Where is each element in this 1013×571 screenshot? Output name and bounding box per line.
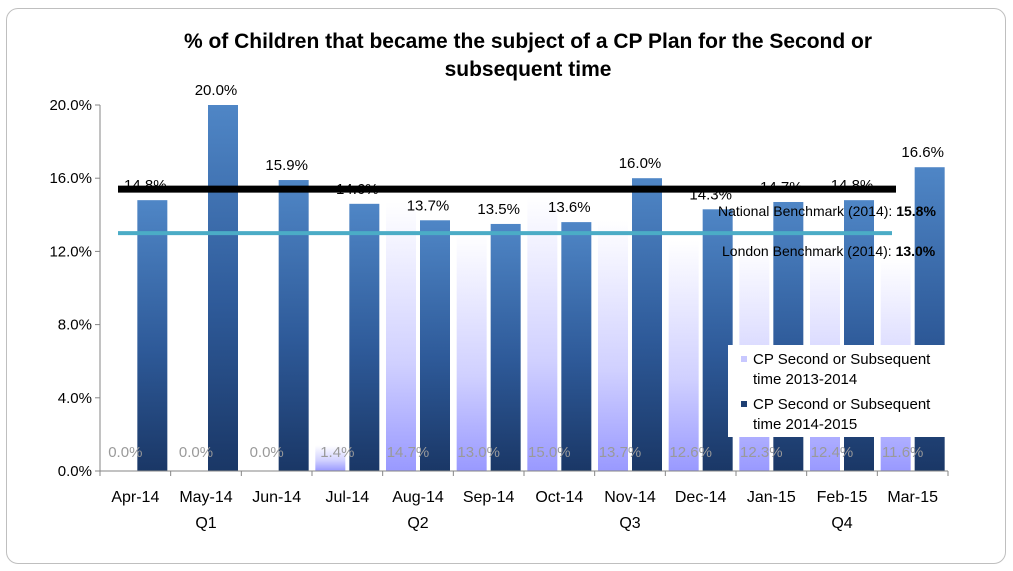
bar-2013-2014 [386, 201, 416, 472]
y-tick-label: 12.0% [49, 243, 92, 260]
x-category-label: Dec-14 [675, 489, 727, 506]
x-category-label: Jan-15 [747, 489, 796, 506]
y-tick-label: 8.0% [58, 317, 92, 334]
data-label-2014-2015: 14.8% [831, 177, 874, 194]
legend-box [728, 345, 984, 437]
y-tick-label: 4.0% [58, 390, 92, 407]
bar-2013-2014 [527, 196, 558, 471]
bar-2014-2015 [490, 223, 521, 471]
bar-2014-2015 [420, 220, 450, 471]
data-label-2014-2015: 14.6% [336, 181, 379, 198]
chart-title-line1: % of Children that became the subject of… [184, 30, 872, 53]
benchmark-lines: National Benchmark (2014): 15.8% London B… [118, 185, 936, 259]
london-benchmark-value: 13.0% [896, 243, 936, 259]
london-benchmark-label: London Benchmark (2014): 13.0% [722, 243, 936, 259]
data-label-2013-2014: 0.0% [179, 444, 213, 461]
bar-2014-2015 [137, 200, 168, 471]
x-quarter-label: Q1 [195, 515, 216, 532]
bar-2014-2015 [561, 222, 592, 471]
data-label-2013-2014: 12.4% [811, 444, 854, 461]
data-label-2014-2015: 14.7% [760, 179, 803, 196]
legend-label-2013-2014-line1: CP Second or Subsequent [753, 351, 931, 368]
legend-swatch-2014-2015 [741, 401, 747, 407]
bar-2013-2014 [456, 233, 487, 471]
legend: CP Second or Subsequent time 2013-2014 C… [728, 345, 984, 437]
data-label-2013-2014: 0.0% [250, 444, 284, 461]
data-label-2014-2015: 13.6% [548, 199, 591, 216]
y-tick-label: 0.0% [58, 463, 92, 480]
x-category-label: Oct-14 [535, 489, 583, 506]
bar-2013-2014 [668, 240, 699, 471]
data-label-2013-2014: 12.6% [669, 444, 712, 461]
data-label-2013-2014: 0.0% [108, 444, 142, 461]
data-label-2014-2015: 14.3% [689, 186, 732, 203]
legend-swatch-2013-2014 [741, 356, 747, 362]
bar-2014-2015 [632, 178, 662, 471]
data-label-2014-2015: 20.0% [195, 82, 238, 99]
data-label-2014-2015: 16.6% [901, 144, 944, 161]
bar-2014-2015 [702, 209, 733, 471]
x-quarter-label: Q3 [619, 515, 640, 532]
chart-title-line2: subsequent time [445, 58, 612, 81]
x-axis: Apr-14 May-14 Jun-14 Jul-14 Aug-14 Sep-14 Oct-… [99, 470, 949, 532]
y-tick-label: 16.0% [49, 170, 92, 187]
x-category-label: Nov-14 [604, 489, 656, 506]
data-label-2013-2014: 11.6% [882, 444, 923, 461]
bar-2014-2015 [349, 203, 380, 471]
data-label-2013-2014: 1.4% [320, 444, 354, 461]
x-category-label: Apr-14 [111, 489, 159, 506]
data-label-2014-2015: 15.9% [265, 157, 308, 174]
legend-label-2014-2015-line2: time 2014-2015 [753, 416, 857, 433]
x-category-label: May-14 [179, 489, 232, 506]
data-label-2014-2015: 14.8% [124, 177, 167, 194]
x-category-label: Sep-14 [463, 489, 515, 506]
x-category-label: Mar-15 [887, 489, 938, 506]
x-category-label: Jul-14 [326, 489, 370, 506]
bar-2013-2014 [598, 220, 628, 471]
y-tick-label: 20.0% [49, 97, 92, 114]
x-category-label: Jun-14 [252, 489, 301, 506]
data-label-2013-2014: 13.7% [599, 444, 642, 461]
bar-2014-2015 [208, 105, 238, 471]
legend-label-2014-2015-line1: CP Second or Subsequent [753, 396, 931, 413]
data-label-2013-2014: 12.3% [740, 444, 783, 461]
data-labels: 14.8% 0.0% 20.0% 0.0% 15.9% 0.0% 14.6% 1.4% 13.7… [108, 82, 944, 461]
y-axis: 0.0% 4.0% 8.0% 12.0% 16.0% 20.0% [49, 97, 101, 480]
x-category-label: Feb-15 [817, 489, 868, 506]
data-label-2013-2014: 13.0% [457, 444, 500, 461]
data-label-2013-2014: 15.0% [528, 444, 571, 461]
data-label-2013-2014: 14.7% [387, 444, 430, 461]
national-benchmark-value: 15.8% [896, 203, 936, 219]
x-quarter-label: Q4 [831, 515, 852, 532]
x-category-label: Aug-14 [392, 489, 444, 506]
x-quarter-label: Q2 [407, 515, 428, 532]
bar-2013-2014 [315, 445, 346, 471]
legend-label-2013-2014-line2: time 2013-2014 [753, 371, 857, 388]
bar-2014-2015 [278, 180, 309, 471]
data-label-2014-2015: 16.0% [619, 155, 662, 172]
national-benchmark-label: National Benchmark (2014): 15.8% [718, 203, 936, 219]
data-label-2014-2015: 13.5% [477, 201, 520, 218]
data-label-2014-2015: 13.7% [407, 197, 450, 214]
